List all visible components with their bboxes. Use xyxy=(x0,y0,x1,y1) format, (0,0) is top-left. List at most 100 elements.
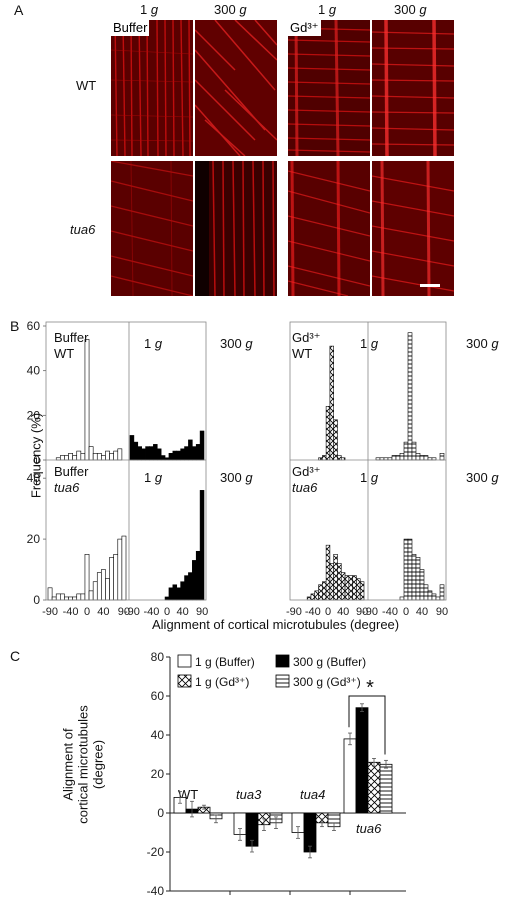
hist-bar xyxy=(96,572,102,601)
tag-buffer: Buffer xyxy=(111,20,150,36)
hist-bar xyxy=(411,554,417,601)
hist-bar xyxy=(356,578,361,601)
hist-bar xyxy=(101,569,106,601)
hist-xtick: 40 xyxy=(416,606,428,618)
hist-bar xyxy=(109,557,114,601)
micrograph-buffer-tua6-300g xyxy=(195,161,277,296)
hist-bar xyxy=(423,455,429,461)
col-header-4: 300 g xyxy=(394,2,427,17)
label-br4-g: 300 g xyxy=(466,470,499,485)
label-tr-geno: WT xyxy=(292,346,313,361)
hist-bar xyxy=(176,587,181,601)
hist-bar xyxy=(88,446,94,461)
hist-bar xyxy=(192,560,197,601)
c-ytick: 60 xyxy=(151,689,165,703)
hist-ytick: 20 xyxy=(27,532,41,546)
hist-bar xyxy=(188,572,193,601)
hist-bar xyxy=(306,596,312,601)
panel-a-letter: A xyxy=(14,2,24,18)
hist-bar xyxy=(129,435,135,461)
label-bl-treat: Buffer xyxy=(54,464,89,479)
label-tl-treat: Buffer xyxy=(54,330,89,345)
hist-xtick: 90 xyxy=(356,606,368,618)
label-br-treat: Gd³⁺ xyxy=(292,464,321,479)
hist-bar xyxy=(439,584,445,601)
panel-b-letter: B xyxy=(10,318,20,334)
hist-xtick: 90 xyxy=(436,606,448,618)
c-bar xyxy=(379,763,393,814)
hist-ytick: 60 xyxy=(27,319,41,333)
label-tr2-g: 300 g xyxy=(220,336,253,351)
hist-xtick: -90 xyxy=(124,606,140,618)
hist-bar xyxy=(137,446,142,461)
hist-bar xyxy=(84,554,90,601)
label-tl-g: 1 g xyxy=(144,336,163,351)
hist-bar xyxy=(141,448,146,461)
hist-bar xyxy=(318,584,323,601)
hist-bar xyxy=(160,455,166,461)
hist-bar xyxy=(105,450,110,461)
hist-bar xyxy=(407,332,413,461)
hist-bar xyxy=(72,455,78,461)
hist-bar xyxy=(180,581,185,601)
hist-xtick: 90 xyxy=(196,606,208,618)
hist-bar xyxy=(60,593,65,601)
hist-bar xyxy=(88,590,94,601)
label-tr-treat: Gd³⁺ xyxy=(292,330,321,345)
hist-bar xyxy=(60,455,65,461)
label-br2-g: 300 g xyxy=(220,470,253,485)
hist-bar xyxy=(68,596,73,601)
hist-bar xyxy=(423,584,429,601)
hist-bar xyxy=(329,563,334,601)
hist-bar xyxy=(92,581,98,601)
c-sig-bracket xyxy=(348,695,386,755)
hist-bar xyxy=(92,453,98,461)
hist-bar xyxy=(322,455,327,461)
label-tr4-g: 300 g xyxy=(466,336,499,351)
hist-bar xyxy=(188,439,193,461)
c-ylabel-line2: cortical microtubules (degree) xyxy=(75,705,106,824)
hist-bar xyxy=(322,581,327,601)
c-legend-label: 300 g (Gd³⁺) xyxy=(293,675,361,689)
tag-gd: Gd³⁺ xyxy=(288,20,321,36)
hist-bar xyxy=(340,572,346,601)
hist-bar xyxy=(113,450,119,461)
hist-bar xyxy=(55,593,61,601)
hist-frame xyxy=(45,321,207,601)
hist-bar xyxy=(403,441,409,461)
row-label-tua6: tua6 xyxy=(70,222,96,237)
hist-bar xyxy=(359,581,365,601)
col-header-3: 1 g xyxy=(318,2,337,17)
col-header-1: 1 g xyxy=(140,2,159,17)
hist-xtick: -40 xyxy=(63,606,79,618)
hist-bar xyxy=(184,446,189,461)
hist-bar xyxy=(195,550,201,601)
hist-bar xyxy=(314,590,319,601)
hist-bar xyxy=(76,450,82,461)
hist-bar xyxy=(337,563,342,601)
label-br-g: 1 g xyxy=(360,470,379,485)
hist-bar xyxy=(47,587,53,601)
hist-xtick: 0 xyxy=(325,606,331,618)
hist-bar xyxy=(419,569,425,601)
hist-bar xyxy=(192,446,197,461)
c-bar xyxy=(367,761,381,814)
hist-xlabel: Alignment of cortical microtubules (degr… xyxy=(152,617,400,632)
c-bar xyxy=(343,738,357,814)
hist-bar xyxy=(411,441,417,461)
hist-bar xyxy=(64,596,69,601)
hist-bar xyxy=(172,584,178,601)
micrograph-gd-tua6-1g xyxy=(288,161,370,296)
hist-bar xyxy=(415,453,421,461)
hist-ytick: 0 xyxy=(33,453,40,467)
hist-ytick: 40 xyxy=(27,364,41,378)
row-label-wt: WT xyxy=(76,78,97,93)
c-legend-label: 1 g (Buffer) xyxy=(195,655,255,669)
hist-xtick: -40 xyxy=(382,606,398,618)
hist-xtick: -90 xyxy=(362,606,378,618)
hist-bar xyxy=(399,596,405,601)
hist-bar xyxy=(419,455,425,461)
hist-bar xyxy=(80,593,86,601)
